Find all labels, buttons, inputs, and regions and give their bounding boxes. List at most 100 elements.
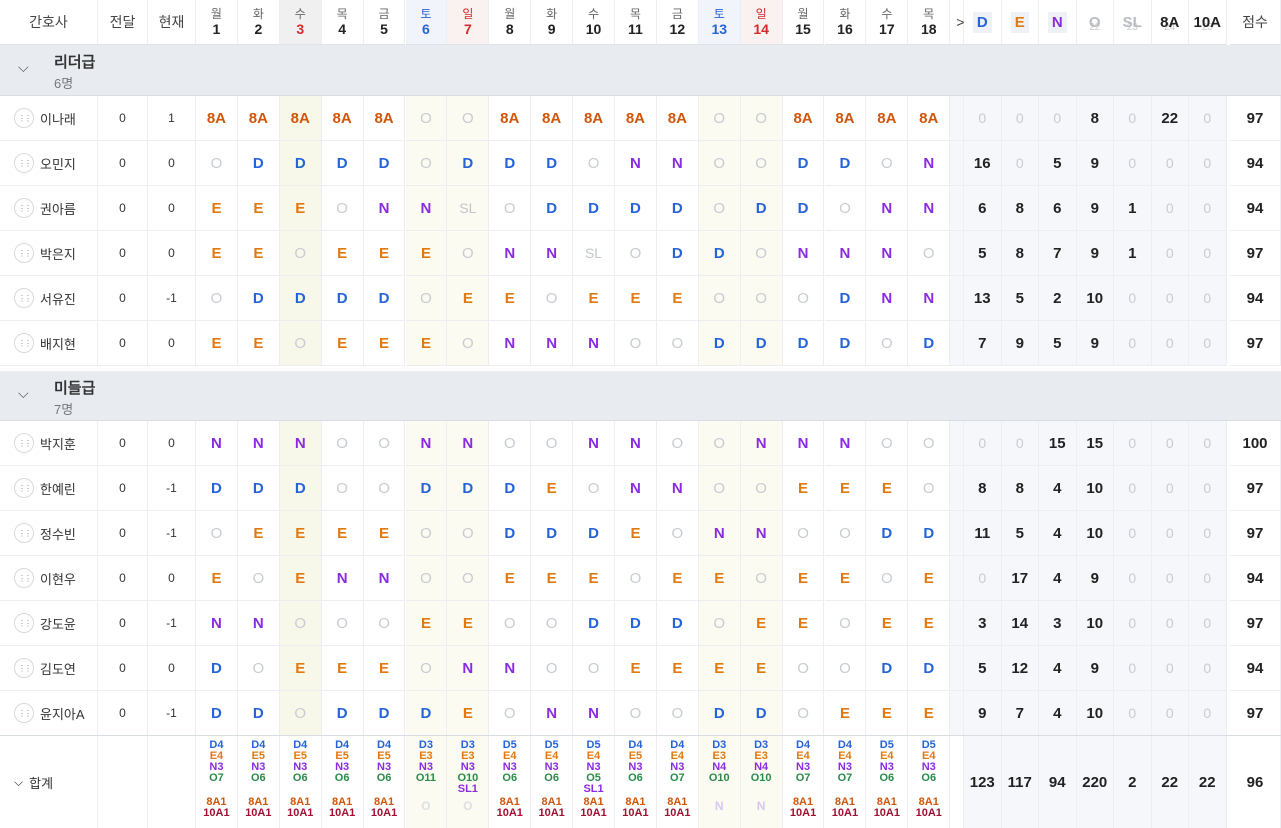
shift-cell[interactable]: E [363, 511, 406, 556]
nurse-name-cell[interactable]: ⋮⋮ 이현우 [0, 556, 98, 601]
day-header-10[interactable]: 수 10 [573, 0, 615, 45]
shift-cell[interactable]: D [782, 186, 825, 231]
shift-cell[interactable]: E [615, 511, 657, 556]
shift-cell[interactable]: N [531, 321, 574, 366]
shift-cell[interactable]: O [573, 141, 615, 186]
shift-cell[interactable]: E [279, 646, 322, 691]
shift-cell[interactable]: O [405, 141, 448, 186]
chevron-right-icon[interactable]: > [956, 14, 965, 30]
stat-header-sl[interactable]: SL [1114, 0, 1152, 45]
shift-cell[interactable]: E [405, 231, 448, 276]
shift-cell[interactable]: O [615, 231, 657, 276]
shift-cell[interactable]: O [279, 321, 322, 366]
shift-cell[interactable]: O [866, 556, 909, 601]
shift-cell[interactable]: E [531, 556, 574, 601]
shift-cell[interactable]: 8A [908, 96, 951, 141]
shift-cell[interactable]: O [615, 321, 657, 366]
drag-handle-icon[interactable]: ⋮⋮ [14, 433, 34, 453]
shift-cell[interactable]: O [489, 186, 532, 231]
drag-handle-icon[interactable]: ⋮⋮ [14, 333, 34, 353]
shift-cell[interactable]: E [908, 556, 951, 601]
shift-cell[interactable]: O [196, 511, 238, 556]
shift-cell[interactable]: 8A [531, 96, 574, 141]
shift-cell[interactable]: 8A [237, 96, 280, 141]
curr-column-header[interactable]: 현재 [148, 0, 196, 45]
shift-cell[interactable]: D [196, 646, 238, 691]
shift-cell[interactable]: E [363, 646, 406, 691]
shift-cell[interactable]: O [279, 691, 322, 736]
shift-cell[interactable]: N [489, 646, 532, 691]
shift-cell[interactable]: 8A [321, 96, 364, 141]
chevron-down-icon[interactable]: ⌵ [14, 774, 24, 789]
shift-cell[interactable]: D [656, 186, 699, 231]
shift-cell[interactable]: D [363, 276, 406, 321]
shift-cell[interactable]: E [237, 321, 280, 366]
shift-cell[interactable]: O [908, 466, 951, 511]
nurse-name-cell[interactable]: ⋮⋮ 한예린 [0, 466, 98, 511]
shift-cell[interactable]: O [740, 96, 783, 141]
shift-cell[interactable]: O [740, 141, 783, 186]
shift-cell[interactable]: D [615, 186, 657, 231]
shift-cell[interactable]: O [698, 421, 741, 466]
shift-cell[interactable]: D [489, 466, 532, 511]
drag-handle-icon[interactable]: ⋮⋮ [14, 198, 34, 218]
shift-cell[interactable]: E [405, 601, 448, 646]
shift-cell[interactable]: N [196, 421, 238, 466]
nurse-name-cell[interactable]: ⋮⋮ 김도연 [0, 646, 98, 691]
stat-header-8a[interactable]: 8A [1151, 0, 1189, 45]
shift-cell[interactable]: D [740, 691, 783, 736]
shift-cell[interactable]: N [782, 421, 825, 466]
shift-cell[interactable]: D [237, 141, 280, 186]
shift-cell[interactable]: E [405, 321, 448, 366]
shift-cell[interactable]: E [196, 321, 238, 366]
shift-cell[interactable]: E [615, 276, 657, 321]
drag-handle-icon[interactable]: ⋮⋮ [14, 658, 34, 678]
shift-cell[interactable]: E [782, 466, 825, 511]
day-header-11[interactable]: 목 11 [615, 0, 657, 45]
drag-handle-icon[interactable]: ⋮⋮ [14, 613, 34, 633]
chevron-down-icon[interactable]: ⌵ [18, 59, 29, 75]
shift-cell[interactable]: N [698, 511, 741, 556]
shift-cell[interactable]: E [656, 276, 699, 321]
shift-cell[interactable]: O [866, 141, 909, 186]
shift-cell[interactable]: O [698, 601, 741, 646]
shift-cell[interactable]: O [782, 276, 825, 321]
shift-cell[interactable]: O [447, 96, 490, 141]
shift-cell[interactable]: O [531, 421, 574, 466]
shift-cell[interactable]: D [196, 691, 238, 736]
shift-cell[interactable]: E [782, 601, 825, 646]
nurse-name-cell[interactable]: ⋮⋮ 이나래 [0, 96, 98, 141]
shift-cell[interactable]: N [615, 421, 657, 466]
shift-cell[interactable]: D [321, 276, 364, 321]
shift-cell[interactable]: O [279, 601, 322, 646]
shift-cell[interactable]: O [279, 231, 322, 276]
drag-handle-icon[interactable]: ⋮⋮ [14, 108, 34, 128]
shift-cell[interactable]: O [740, 276, 783, 321]
shift-cell[interactable]: N [824, 421, 867, 466]
shift-cell[interactable]: D [279, 141, 322, 186]
drag-handle-icon[interactable]: ⋮⋮ [14, 703, 34, 723]
shift-cell[interactable]: O [824, 186, 867, 231]
shift-cell[interactable]: D [824, 276, 867, 321]
shift-cell[interactable]: N [447, 646, 490, 691]
shift-cell[interactable]: N [489, 231, 532, 276]
shift-cell[interactable]: O [740, 556, 783, 601]
shift-cell[interactable]: D [782, 321, 825, 366]
shift-cell[interactable]: O [405, 511, 448, 556]
shift-cell[interactable]: E [908, 601, 951, 646]
shift-cell[interactable]: O [698, 276, 741, 321]
shift-cell[interactable]: N [908, 276, 951, 321]
nurse-column-header[interactable]: 간호사 [0, 0, 98, 45]
shift-cell[interactable]: O [363, 421, 406, 466]
shift-cell[interactable]: O [866, 421, 909, 466]
prev-column-header[interactable]: 전달 [98, 0, 148, 45]
shift-cell[interactable]: O [363, 601, 406, 646]
shift-cell[interactable]: E [196, 231, 238, 276]
shift-cell[interactable]: E [782, 556, 825, 601]
shift-cell[interactable]: O [237, 556, 280, 601]
day-header-13[interactable]: 토 13 [698, 0, 741, 45]
shift-cell[interactable]: D [447, 141, 490, 186]
shift-cell[interactable]: N [279, 421, 322, 466]
shift-cell[interactable]: N [573, 321, 615, 366]
